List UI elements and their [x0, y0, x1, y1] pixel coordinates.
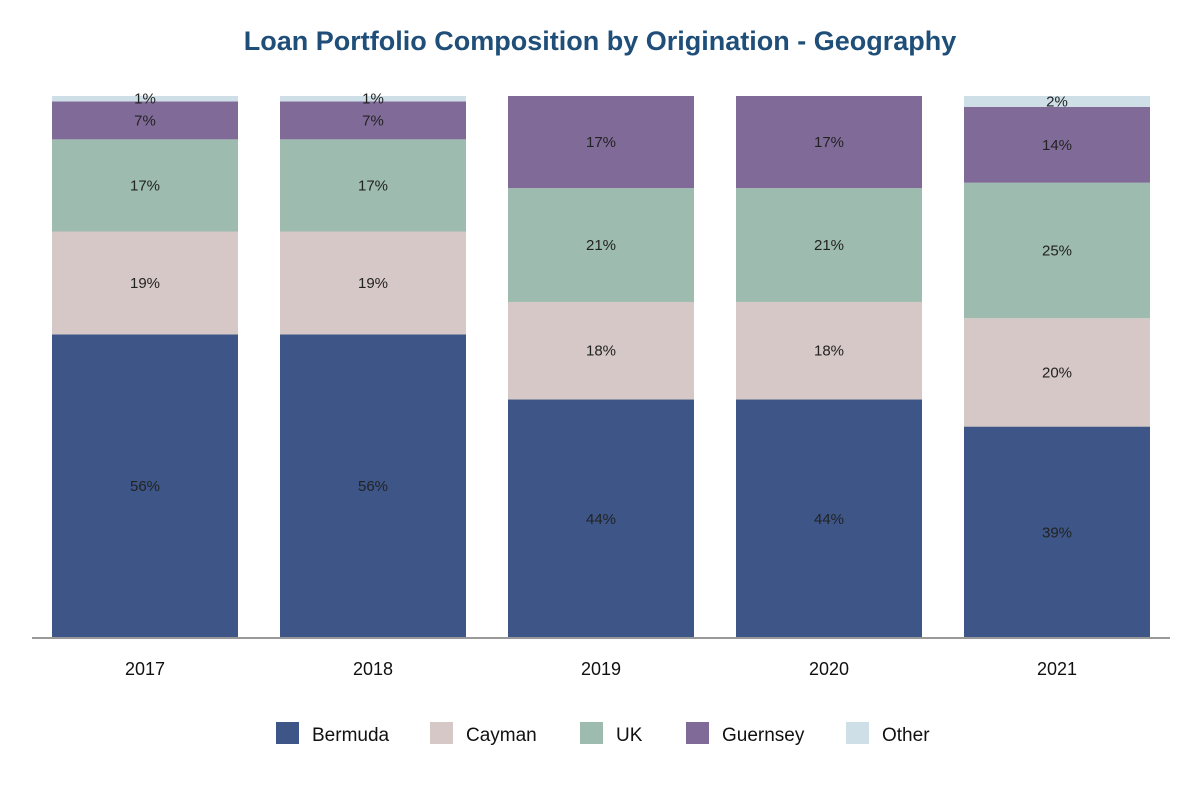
- legend-item-uk: UK: [580, 722, 643, 746]
- data-label-other-2021: 2%: [1046, 93, 1068, 110]
- data-label-guernsey-2019: 17%: [586, 134, 616, 151]
- data-label-bermuda-2019: 44%: [586, 511, 616, 528]
- data-label-uk-2019: 21%: [586, 237, 616, 254]
- bar-groups: 56% 19% 17% 7% 1% 56% 19% 17% 7% 1% 44% 18% 21% 17% 44…: [52, 91, 1150, 638]
- legend-item-guernsey: Guernsey: [686, 722, 805, 746]
- legend-swatch-bermuda: [276, 722, 299, 744]
- data-label-guernsey-2020: 17%: [814, 134, 844, 151]
- legend-label-bermuda: Bermuda: [312, 725, 390, 746]
- legend-label-uk: UK: [616, 725, 643, 746]
- data-label-cayman-2017: 19%: [130, 275, 160, 292]
- legend-label-other: Other: [882, 725, 930, 746]
- legend-swatch-guernsey: [686, 722, 709, 744]
- data-label-guernsey-2017: 7%: [134, 112, 156, 129]
- bar-guernsey-2021: [964, 106, 1150, 183]
- bar-cayman-2019: [508, 301, 694, 400]
- bar-other-2017: [52, 96, 238, 102]
- data-label-cayman-2021: 20%: [1042, 364, 1072, 381]
- bar-bermuda-2021: [964, 426, 1150, 638]
- bar-cayman-2021: [964, 318, 1150, 427]
- legend-item-cayman: Cayman: [430, 722, 537, 746]
- data-label-other-2017: 1%: [134, 91, 156, 108]
- x-tick-label-2019: 2019: [581, 659, 621, 679]
- legend-label-cayman: Cayman: [466, 725, 537, 746]
- bar-guernsey-2018: [280, 101, 466, 140]
- legend-label-guernsey: Guernsey: [722, 725, 805, 746]
- legend-swatch-cayman: [430, 722, 453, 744]
- data-label-other-2018: 1%: [362, 91, 384, 108]
- x-tick-label-2020: 2020: [809, 659, 849, 679]
- bar-guernsey-2019: [508, 96, 694, 189]
- data-label-guernsey-2021: 14%: [1042, 137, 1072, 154]
- data-label-bermuda-2018: 56%: [358, 478, 388, 495]
- bar-uk-2020: [736, 188, 922, 302]
- legend-swatch-other: [846, 722, 869, 744]
- data-label-uk-2017: 17%: [130, 177, 160, 194]
- category-labels: 2017 2018 2019 2020 2021: [125, 659, 1077, 679]
- bar-uk-2021: [964, 182, 1150, 319]
- x-tick-label-2021: 2021: [1037, 659, 1077, 679]
- legend-item-other: Other: [846, 722, 930, 746]
- bar-cayman-2017: [52, 231, 238, 335]
- legend-swatch-uk: [580, 722, 603, 744]
- bar-cayman-2020: [736, 301, 922, 400]
- bar-uk-2017: [52, 139, 238, 232]
- data-label-uk-2018: 17%: [358, 177, 388, 194]
- bar-other-2021: [964, 96, 1150, 107]
- data-label-bermuda-2020: 44%: [814, 511, 844, 528]
- bar-bermuda-2019: [508, 399, 694, 638]
- data-label-guernsey-2018: 7%: [362, 112, 384, 129]
- bar-uk-2019: [508, 188, 694, 302]
- data-label-bermuda-2017: 56%: [130, 478, 160, 495]
- data-label-bermuda-2021: 39%: [1042, 524, 1072, 541]
- data-label-cayman-2018: 19%: [358, 275, 388, 292]
- data-label-cayman-2019: 18%: [586, 343, 616, 360]
- bar-bermuda-2020: [736, 399, 922, 638]
- bar-cayman-2018: [280, 231, 466, 335]
- data-label-uk-2021: 25%: [1042, 242, 1072, 259]
- bar-uk-2018: [280, 139, 466, 232]
- x-tick-label-2017: 2017: [125, 659, 165, 679]
- bar-bermuda-2017: [52, 334, 238, 638]
- legend: Bermuda Cayman UK Guernsey Other: [276, 722, 930, 746]
- data-label-uk-2020: 21%: [814, 237, 844, 254]
- bar-other-2018: [280, 96, 466, 102]
- data-label-cayman-2020: 18%: [814, 343, 844, 360]
- chart-title: Loan Portfolio Composition by Originatio…: [243, 26, 957, 56]
- legend-item-bermuda: Bermuda: [276, 722, 390, 746]
- bar-guernsey-2017: [52, 101, 238, 140]
- x-tick-label-2018: 2018: [353, 659, 393, 679]
- bar-bermuda-2018: [280, 334, 466, 638]
- bar-guernsey-2020: [736, 96, 922, 189]
